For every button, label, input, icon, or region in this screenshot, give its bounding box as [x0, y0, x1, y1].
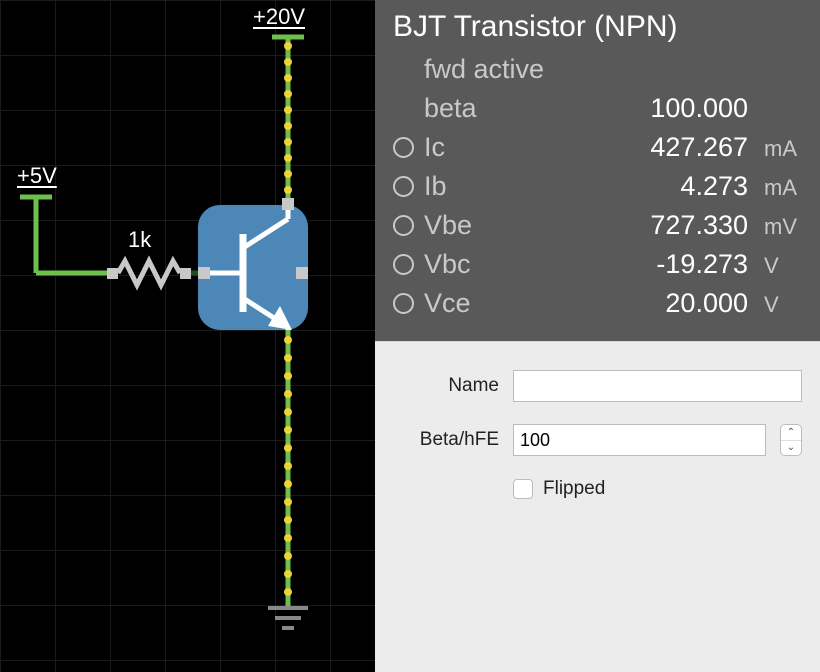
param-value: 427.267: [574, 132, 748, 163]
param-unit: mA: [764, 175, 802, 201]
param-unit: V: [764, 292, 802, 318]
info-row-ic[interactable]: Ic 427.267 mA: [393, 128, 802, 167]
state-row: fwd active: [393, 50, 802, 89]
radio-icon[interactable]: [393, 254, 414, 275]
name-input[interactable]: [513, 370, 802, 402]
radio-icon[interactable]: [393, 137, 414, 158]
param-label: Ib: [424, 171, 564, 202]
info-row-vce[interactable]: Vce 20.000 V: [393, 284, 802, 323]
flipped-row: Flipped: [513, 478, 802, 500]
name-row: Name: [393, 370, 802, 402]
name-label: Name: [393, 375, 499, 397]
component-title: BJT Transistor (NPN): [393, 10, 802, 44]
param-label: beta: [424, 93, 564, 124]
radio-icon[interactable]: [393, 215, 414, 236]
side-panel: BJT Transistor (NPN) fwd active beta 100.…: [375, 0, 820, 672]
flipped-label: Flipped: [543, 478, 605, 500]
info-row-vbc[interactable]: Vbc -19.273 V: [393, 245, 802, 284]
radio-icon[interactable]: [393, 176, 414, 197]
label-left-supply: +5V: [17, 163, 57, 189]
state-label: fwd active: [424, 54, 564, 85]
param-value: -19.273: [574, 249, 748, 280]
param-label: Vbc: [424, 249, 564, 280]
param-unit: mA: [764, 136, 802, 162]
param-value: 4.273: [574, 171, 748, 202]
param-value: 100.000: [574, 93, 748, 124]
schematic-canvas[interactable]: +20V +5V 1k: [0, 0, 375, 672]
label-top-supply: +20V: [253, 4, 305, 30]
flipped-checkbox[interactable]: [513, 479, 533, 499]
label-resistor: 1k: [128, 227, 151, 253]
info-panel: BJT Transistor (NPN) fwd active beta 100.…: [375, 0, 820, 341]
beta-row: Beta/hFE ⌃ ⌄: [393, 424, 802, 456]
form-panel: Name Beta/hFE ⌃ ⌄ Flipped: [375, 341, 820, 672]
info-row-beta: beta 100.000: [393, 89, 802, 128]
param-label: Vbe: [424, 210, 564, 241]
param-unit: mV: [764, 214, 802, 240]
beta-input[interactable]: [513, 424, 766, 456]
param-label: Ic: [424, 132, 564, 163]
radio-icon[interactable]: [393, 293, 414, 314]
param-value: 727.330: [574, 210, 748, 241]
info-row-vbe[interactable]: Vbe 727.330 mV: [393, 206, 802, 245]
param-label: Vce: [424, 288, 564, 319]
param-value: 20.000: [574, 288, 748, 319]
stepper-down-icon[interactable]: ⌄: [781, 441, 801, 456]
schematic: [0, 0, 375, 672]
param-unit: V: [764, 253, 802, 279]
info-row-ib[interactable]: Ib 4.273 mA: [393, 167, 802, 206]
beta-stepper[interactable]: ⌃ ⌄: [780, 424, 802, 456]
beta-label: Beta/hFE: [393, 429, 499, 451]
stepper-up-icon[interactable]: ⌃: [781, 425, 801, 441]
